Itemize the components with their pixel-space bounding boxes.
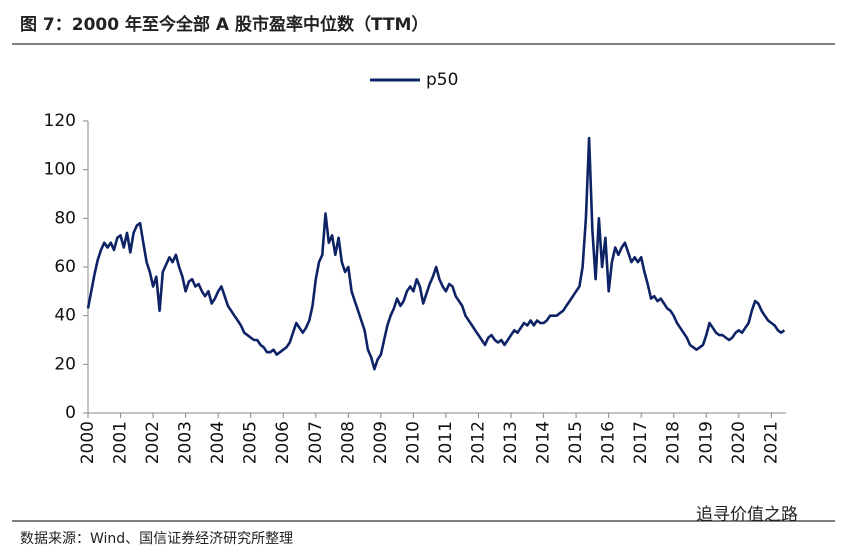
x-tick-label: 2014 [534, 421, 554, 464]
watermark: 追寻价值之路 [696, 505, 798, 525]
x-tick-label: 2019 [696, 421, 716, 464]
y-tick-label: 40 [54, 306, 76, 326]
y-tick-label: 0 [65, 403, 76, 423]
x-tick-label: 2007 [306, 421, 326, 464]
y-tick-label: 60 [54, 257, 76, 277]
x-tick-label: 2000 [78, 421, 98, 464]
chart-title: 图 7：2000 年至今全部 A 股市盈率中位数（TTM） [20, 14, 428, 35]
y-tick-label: 80 [54, 208, 76, 228]
x-tick-label: 2002 [143, 421, 163, 464]
x-tick-label: 2003 [176, 421, 196, 464]
x-tick-label: 2020 [729, 421, 749, 464]
x-tick-label: 2011 [436, 421, 456, 464]
x-tick-label: 2021 [761, 421, 781, 464]
source-note: 数据来源：Wind、国信证券经济研究所整理 [20, 531, 293, 547]
x-tick-label: 2005 [241, 421, 261, 464]
x-tick-label: 2004 [208, 421, 228, 464]
y-tick-label: 20 [54, 354, 76, 374]
x-tick-label: 2008 [338, 421, 358, 464]
x-tick-label: 2018 [664, 421, 684, 464]
x-tick-label: 2010 [403, 421, 423, 464]
legend-label: p50 [426, 70, 458, 90]
y-tick-label: 100 [44, 160, 76, 180]
x-tick-label: 2009 [371, 421, 391, 464]
x-tick-label: 2013 [501, 421, 521, 464]
data-line [86, 136, 786, 371]
x-tick-label: 2016 [599, 421, 619, 464]
x-tick-label: 2012 [468, 421, 488, 464]
x-tick-label: 2017 [631, 421, 651, 464]
x-tick-label: 2001 [111, 421, 131, 464]
x-tick-label: 2006 [273, 421, 293, 464]
y-tick-label: 120 [44, 111, 76, 131]
x-tick-label: 2015 [566, 421, 586, 464]
